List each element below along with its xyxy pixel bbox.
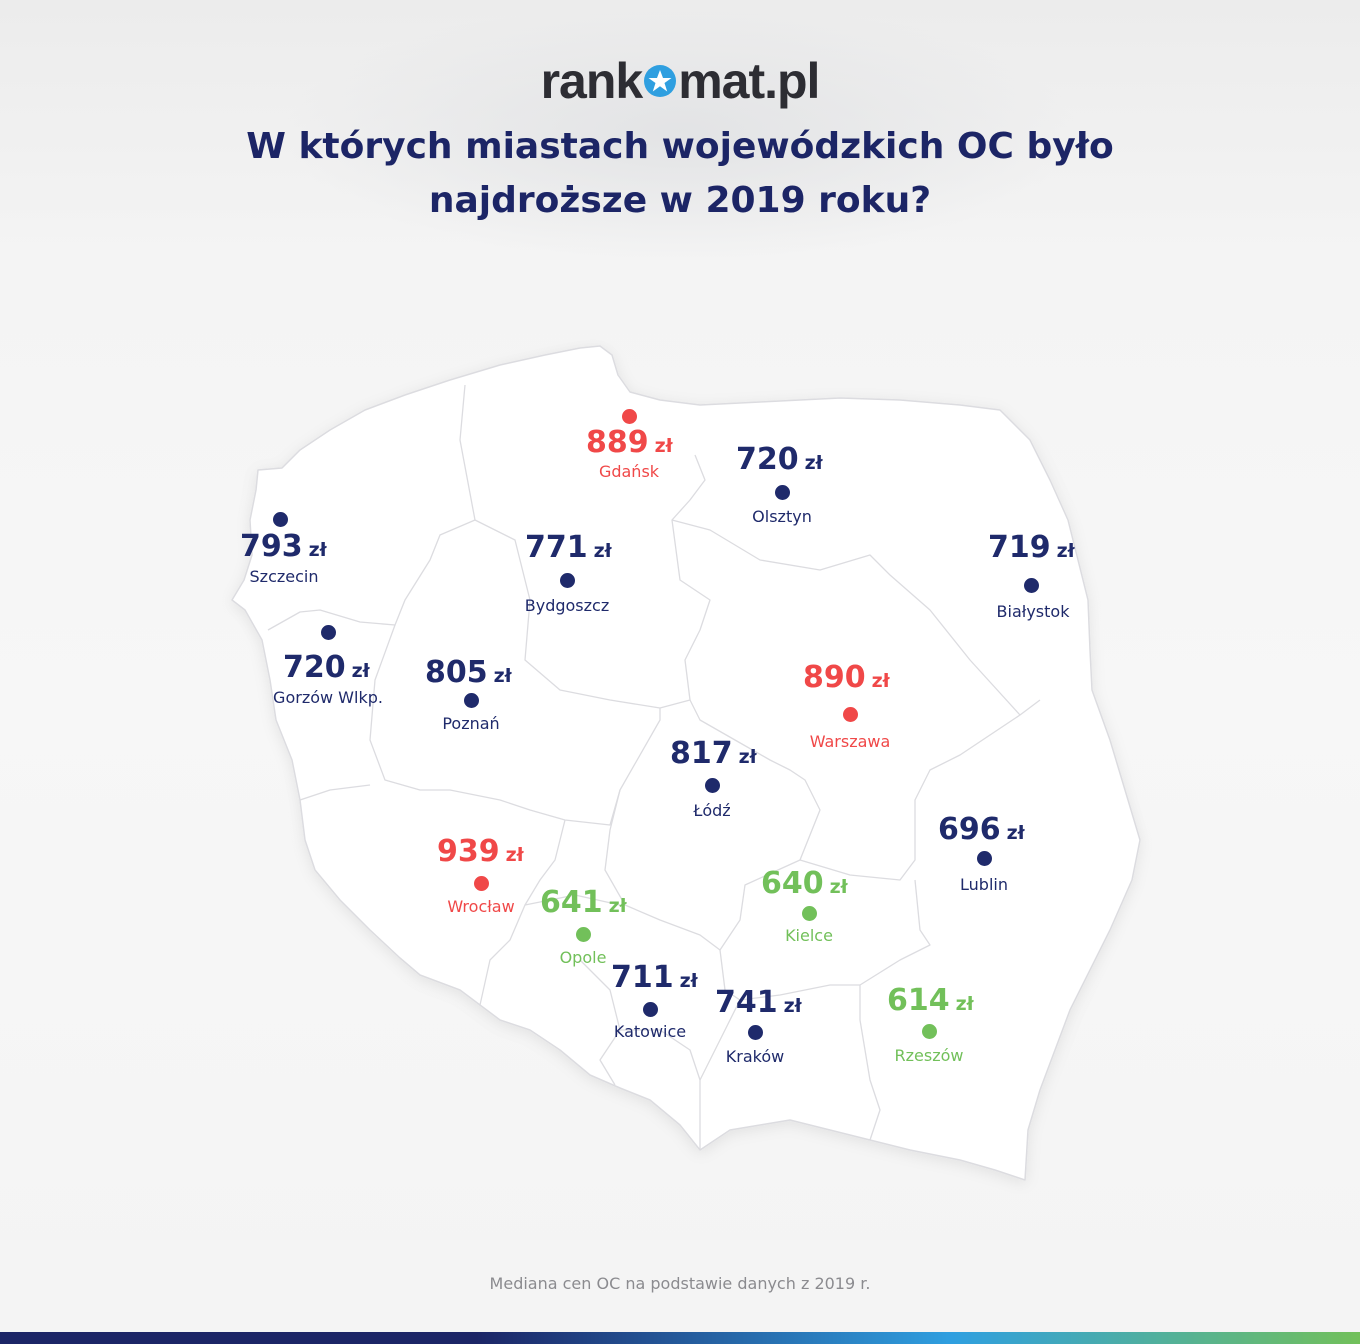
city-price: 640 zł [761, 867, 848, 904]
city-dot [842, 706, 858, 722]
city-dot [473, 875, 489, 891]
price-unit: zł [351, 660, 370, 682]
price-unit: zł [1006, 822, 1025, 844]
city-price: 696 zł [938, 813, 1025, 850]
city-dot [559, 572, 575, 588]
city-name: Gorzów Wlkp. [273, 688, 383, 707]
price-value: 641 [540, 885, 603, 920]
city-price: 889 zł [586, 426, 673, 463]
city-price: 939 zł [437, 835, 524, 872]
city-dot [704, 777, 720, 793]
price-value: 817 [670, 736, 733, 771]
city-dot [272, 511, 288, 527]
price-value: 640 [761, 866, 824, 901]
city-price: 771 zł [525, 531, 612, 568]
city-name: Łódź [693, 801, 731, 820]
city-name: Wrocław [447, 897, 515, 916]
price-unit: zł [783, 995, 802, 1017]
price-value: 720 [283, 650, 346, 685]
price-value: 711 [611, 960, 674, 995]
poland-outline [231, 345, 1141, 1181]
city-price: 817 zł [670, 737, 757, 774]
price-unit: zł [871, 670, 890, 692]
price-value: 614 [887, 983, 950, 1018]
title-line-1: W których miastach wojewódzkich OC było [246, 126, 1114, 167]
city-name: Gdańsk [598, 462, 660, 481]
price-unit: zł [654, 435, 673, 457]
price-value: 741 [715, 985, 778, 1020]
star-logo-icon [644, 64, 677, 97]
city-name: Warszawa [809, 732, 891, 751]
price-value: 719 [988, 530, 1051, 565]
price-unit: zł [608, 895, 627, 917]
logo-text-right: mat.pl [678, 52, 820, 109]
bottom-gradient-bar [0, 1332, 1360, 1344]
city-dot [921, 1023, 937, 1039]
city-price: 741 zł [715, 986, 802, 1023]
price-value: 889 [586, 425, 649, 460]
city-dot [621, 408, 637, 424]
city-dot [774, 484, 790, 500]
city-name: Poznań [442, 714, 500, 733]
price-unit: zł [505, 844, 524, 866]
city-dot [463, 692, 479, 708]
header-background [280, 0, 1080, 262]
city-price: 719 zł [988, 531, 1075, 568]
page-title: W których miastach wojewódzkich OC było … [120, 120, 1240, 228]
city-price: 641 zł [540, 886, 627, 923]
city-name: Lublin [960, 875, 1008, 894]
rankomat-logo[interactable]: rank mat.pl [0, 48, 1360, 110]
city-name: Rzeszów [894, 1046, 964, 1065]
city-name: Kraków [725, 1047, 785, 1066]
price-unit: zł [679, 970, 698, 992]
price-unit: zł [1056, 540, 1075, 562]
voivodeship-borders [267, 384, 1041, 1150]
city-name: Kielce [785, 926, 833, 945]
price-value: 696 [938, 812, 1001, 847]
city-dot [747, 1024, 763, 1040]
footnote: Mediana cen OC na podstawie danych z 201… [489, 1274, 871, 1293]
city-name: Opole [559, 948, 607, 967]
title-line-2: najdroższe w 2019 roku? [428, 180, 932, 221]
city-price: 720 zł [736, 443, 823, 480]
city-dot [642, 1001, 658, 1017]
city-price: 890 zł [803, 661, 890, 698]
city-price: 720 zł [283, 651, 370, 688]
city-dot [320, 624, 336, 640]
price-unit: zł [829, 876, 848, 898]
city-name: Szczecin [249, 567, 319, 586]
logo-text-left: rank [540, 52, 644, 109]
city-name: Olsztyn [752, 507, 812, 526]
price-unit: zł [308, 539, 327, 561]
price-unit: zł [493, 665, 512, 687]
city-dot [575, 926, 591, 942]
price-value: 805 [425, 655, 488, 690]
city-price: 614 zł [887, 984, 974, 1021]
city-dot [1023, 577, 1039, 593]
price-unit: zł [804, 452, 823, 474]
price-value: 890 [803, 660, 866, 695]
city-name: Katowice [613, 1022, 687, 1041]
price-unit: zł [955, 993, 974, 1015]
city-dot [976, 850, 992, 866]
city-price: 805 zł [425, 656, 512, 693]
price-value: 720 [736, 442, 799, 477]
price-value: 771 [525, 530, 588, 565]
price-value: 793 [240, 529, 303, 564]
city-name: Białystok [996, 602, 1070, 621]
city-price: 711 zł [611, 961, 698, 998]
price-unit: zł [593, 540, 612, 562]
city-name: Bydgoszcz [524, 596, 610, 615]
city-dot [801, 905, 817, 921]
price-unit: zł [738, 746, 757, 768]
price-value: 939 [437, 834, 500, 869]
city-price: 793 zł [240, 530, 327, 567]
